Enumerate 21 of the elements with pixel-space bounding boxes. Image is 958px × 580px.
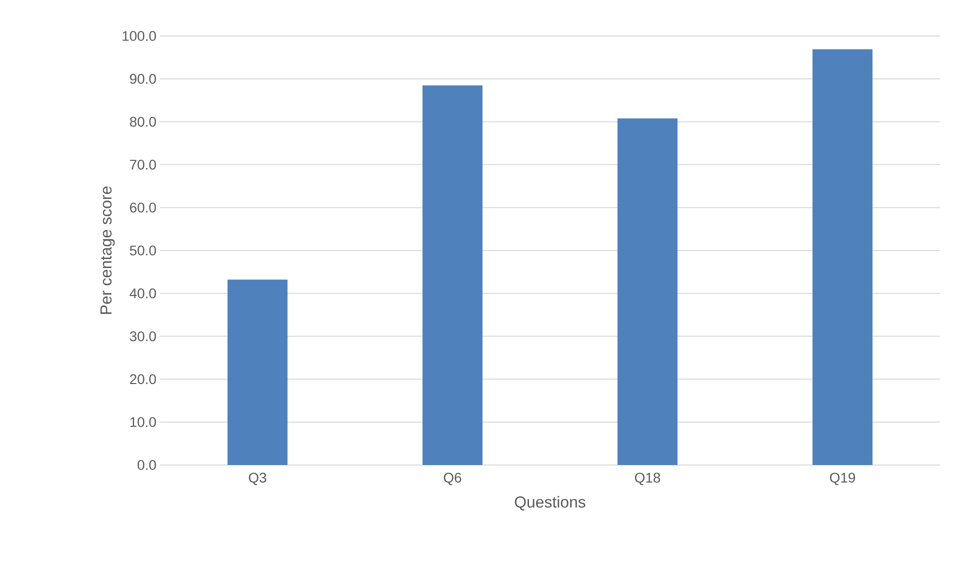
y-tick-label: 60.0 — [130, 202, 156, 213]
y-tick-label: 40.0 — [130, 288, 156, 298]
bar — [228, 280, 288, 465]
y-tick-label: 30.0 — [130, 331, 156, 342]
y-tick-label: 0.0 — [138, 460, 156, 470]
x-tick-label: Q18 — [634, 472, 660, 486]
x-tick-label: Q6 — [444, 472, 462, 486]
bar — [618, 118, 678, 465]
x-tick-label: Q3 — [248, 472, 266, 486]
y-tick-label: 50.0 — [130, 246, 156, 256]
y-tick-label: 100.0 — [122, 31, 156, 41]
y-tick-label: 20.0 — [130, 374, 156, 384]
y-tick-label: 10.0 — [130, 417, 156, 428]
y-tick-label: 80.0 — [130, 116, 156, 127]
bar — [422, 85, 483, 465]
y-axis-title: Per centage score — [100, 186, 115, 314]
x-tick-label: Q19 — [830, 472, 856, 486]
bar — [812, 49, 873, 465]
y-tick-label: 70.0 — [130, 160, 156, 170]
x-axis-title: Questions — [514, 496, 586, 511]
y-tick-label: 90.0 — [130, 74, 156, 84]
